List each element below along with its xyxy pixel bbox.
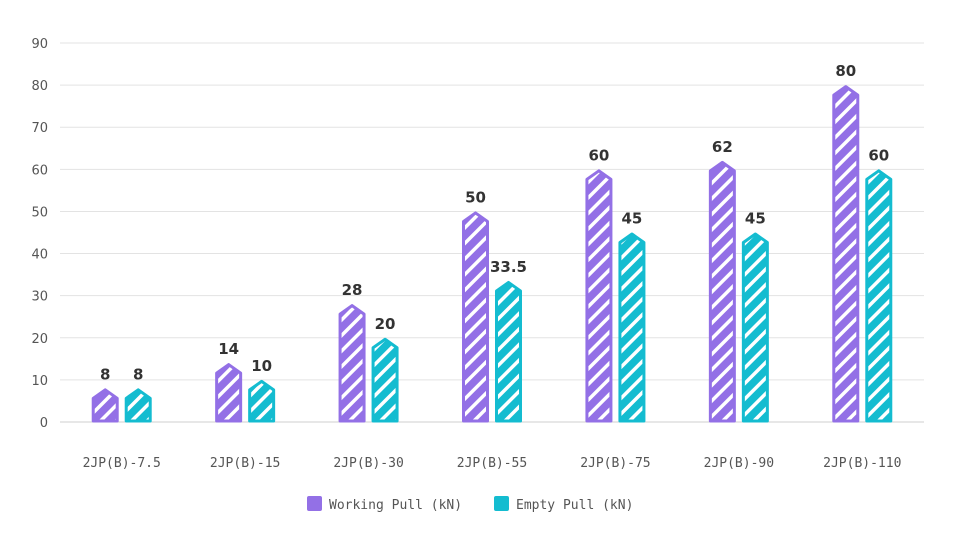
data-label: 20 [375, 315, 396, 333]
legend-label: Empty Pull (kN) [516, 498, 633, 513]
data-label: 62 [712, 138, 733, 156]
y-tick-label: 50 [31, 205, 48, 220]
data-labels: 8 8 14 10 28 20 50 33.5 60 45 62 45 80 60 [100, 62, 889, 383]
bar-working-pull[interactable] [91, 388, 119, 423]
data-label: 8 [100, 365, 110, 383]
y-tick-label: 70 [31, 121, 48, 136]
x-tick-label: 2JP(B)-90 [704, 456, 774, 471]
legend[interactable]: Working Pull (kN) Empty Pull (kN) [307, 496, 633, 513]
bars [91, 85, 893, 423]
gridlines [60, 42, 924, 423]
x-axis: 2JP(B)-7.5 2JP(B)-15 2JP(B)-30 2JP(B)-55 2JP… [83, 456, 902, 471]
legend-swatch [307, 496, 322, 511]
x-tick-label: 2JP(B)-7.5 [83, 456, 161, 471]
legend-swatch [494, 496, 509, 511]
bar-empty-pull[interactable] [495, 280, 522, 423]
bar-empty-pull[interactable] [865, 169, 893, 423]
y-tick-label: 30 [31, 290, 48, 305]
data-label: 10 [251, 357, 272, 375]
data-label: 28 [342, 281, 363, 299]
y-tick-label: 20 [31, 332, 48, 347]
data-label: 60 [588, 146, 609, 164]
data-label: 45 [621, 210, 642, 228]
bar-working-pull[interactable] [832, 85, 860, 423]
data-label: 33.5 [490, 258, 527, 276]
y-tick-label: 0 [40, 416, 48, 431]
data-label: 80 [835, 62, 856, 80]
x-tick-label: 2JP(B)-55 [457, 456, 527, 471]
data-label: 8 [133, 365, 143, 383]
x-tick-label: 2JP(B)-110 [823, 456, 901, 471]
legend-label: Working Pull (kN) [329, 498, 462, 513]
legend-item-empty-pull[interactable]: Empty Pull (kN) [494, 496, 633, 513]
bar-empty-pull[interactable] [248, 379, 276, 423]
y-axis: 0 10 20 30 40 50 60 70 80 90 [31, 37, 48, 431]
bar-working-pull[interactable] [708, 160, 736, 423]
x-tick-label: 2JP(B)-30 [333, 456, 403, 471]
bar-empty-pull[interactable] [618, 232, 646, 423]
bar-empty-pull[interactable] [741, 232, 769, 423]
data-label: 50 [465, 188, 486, 206]
bar-working-pull[interactable] [338, 304, 366, 423]
bar-working-pull[interactable] [462, 211, 489, 423]
legend-item-working-pull[interactable]: Working Pull (kN) [307, 496, 462, 513]
y-tick-label: 80 [31, 79, 48, 94]
y-tick-label: 90 [31, 37, 48, 52]
bar-working-pull[interactable] [585, 169, 613, 423]
y-tick-label: 10 [31, 374, 48, 389]
x-tick-label: 2JP(B)-15 [210, 456, 280, 471]
y-tick-label: 40 [31, 248, 48, 263]
data-label: 60 [868, 146, 889, 164]
bar-empty-pull[interactable] [124, 388, 152, 423]
data-label: 45 [745, 210, 766, 228]
bar-working-pull[interactable] [215, 363, 243, 423]
y-tick-label: 60 [31, 163, 48, 178]
x-tick-label: 2JP(B)-75 [580, 456, 650, 471]
data-label: 14 [218, 340, 239, 358]
bar-empty-pull[interactable] [371, 337, 399, 423]
